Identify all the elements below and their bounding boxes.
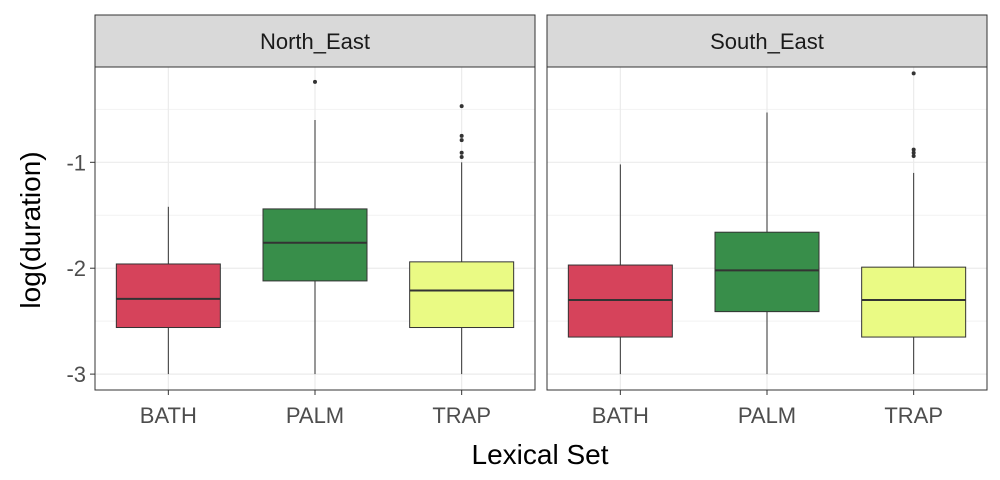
- outlier-point: [911, 150, 916, 155]
- box-body: [262, 208, 368, 282]
- outlier-point: [459, 138, 464, 143]
- outlier-point: [911, 153, 916, 158]
- box-bath: [567, 164, 673, 375]
- x-axis-title: Lexical Set: [472, 439, 609, 470]
- y-tick-label: -3: [66, 362, 86, 387]
- facet-strip-label: North_East: [260, 29, 370, 54]
- box-body: [567, 264, 673, 338]
- x-tick-label: BATH: [140, 403, 197, 428]
- facet-strip-label: South_East: [710, 29, 824, 54]
- box-trap: [409, 104, 515, 375]
- x-tick-label: BATH: [592, 403, 649, 428]
- outlier-point: [911, 71, 916, 76]
- box-trap: [861, 71, 967, 375]
- facet-panel: South_East BATH PALM TRAP: [546, 14, 988, 428]
- facet-strip: [546, 14, 988, 68]
- y-tick-label: -2: [66, 256, 86, 281]
- box-body: [714, 231, 820, 313]
- box-palm: [262, 79, 368, 375]
- facet-strip: [94, 14, 536, 68]
- facet-panels: North_East BATH PALM TRAP South_East BATH PALM…: [94, 14, 988, 428]
- x-tick-label: TRAP: [432, 403, 491, 428]
- outlier-point: [459, 150, 464, 155]
- outlier-point: [313, 79, 317, 84]
- x-tick-label: PALM: [738, 403, 796, 428]
- box-body: [861, 266, 967, 338]
- outlier-point: [459, 104, 464, 109]
- outlier-point: [459, 155, 464, 160]
- box-palm: [714, 112, 820, 375]
- facet-panel: North_East BATH PALM TRAP: [94, 14, 536, 428]
- x-tick-label: TRAP: [884, 403, 943, 428]
- x-tick-label: PALM: [286, 403, 344, 428]
- box-body: [115, 263, 221, 329]
- y-axis: -3 -2 -1: [66, 150, 95, 387]
- y-tick-label: -1: [66, 150, 86, 175]
- box-body: [409, 261, 515, 329]
- y-axis-title: log(duration): [15, 151, 46, 308]
- outlier-point: [911, 147, 916, 152]
- box-bath: [115, 206, 221, 375]
- outlier-point: [459, 133, 464, 138]
